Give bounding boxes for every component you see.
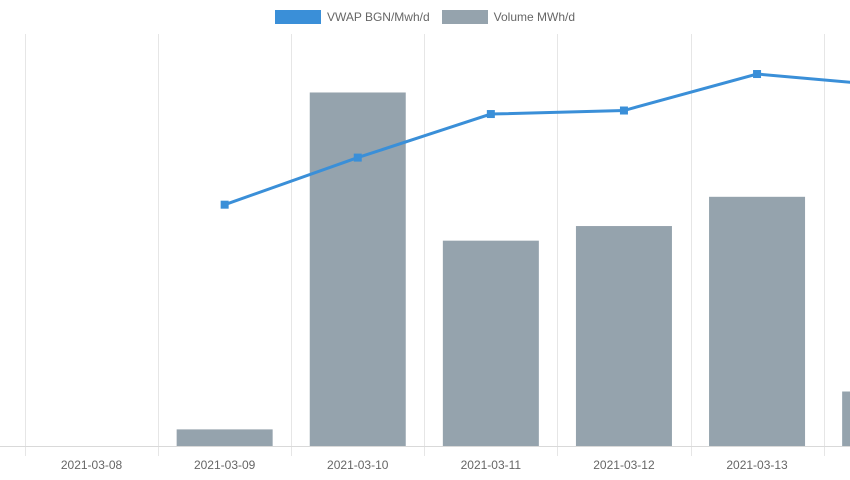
x-tick-label: 2021-03-10 <box>327 458 389 472</box>
label-layer: 2021-03-08 2021-03-09 2021-03-10 2021-03-11… <box>61 458 788 472</box>
legend-swatch-vwap <box>274 10 321 24</box>
bar-volume[interactable] <box>842 391 850 446</box>
legend-swatch-volume <box>441 10 488 24</box>
point-vwap[interactable] <box>486 110 495 119</box>
bar-volume[interactable] <box>442 240 539 446</box>
point-vwap[interactable] <box>353 153 362 162</box>
legend-label-volume: Volume MWh/d <box>493 10 576 24</box>
legend-item-vwap[interactable]: VWAP BGN/Mwh/d <box>274 10 430 24</box>
point-vwap[interactable] <box>753 70 762 79</box>
x-tick-label: 2021-03-12 <box>593 458 655 472</box>
legend-item-volume[interactable]: Volume MWh/d <box>441 10 576 24</box>
bar-volume[interactable] <box>709 196 806 446</box>
point-vwap[interactable] <box>220 200 229 209</box>
x-tick-label: 2021-03-11 <box>461 458 522 472</box>
x-tick-label: 2021-03-08 <box>61 458 123 472</box>
grid-layer <box>25 34 825 456</box>
x-tick-label: 2021-03-13 <box>726 458 788 472</box>
line-vwap <box>224 72 850 207</box>
line-layer <box>220 70 850 209</box>
bar-volume[interactable] <box>575 226 672 446</box>
point-vwap[interactable] <box>619 106 628 115</box>
bar-volume[interactable] <box>176 429 273 446</box>
bar-layer <box>176 92 850 446</box>
legend-label-vwap: VWAP BGN/Mwh/d <box>326 10 430 24</box>
x-tick-label: 2021-03-09 <box>194 458 256 472</box>
legend: VWAP BGN/Mwh/d Volume MWh/d <box>0 8 850 26</box>
bar-volume[interactable] <box>309 92 406 446</box>
